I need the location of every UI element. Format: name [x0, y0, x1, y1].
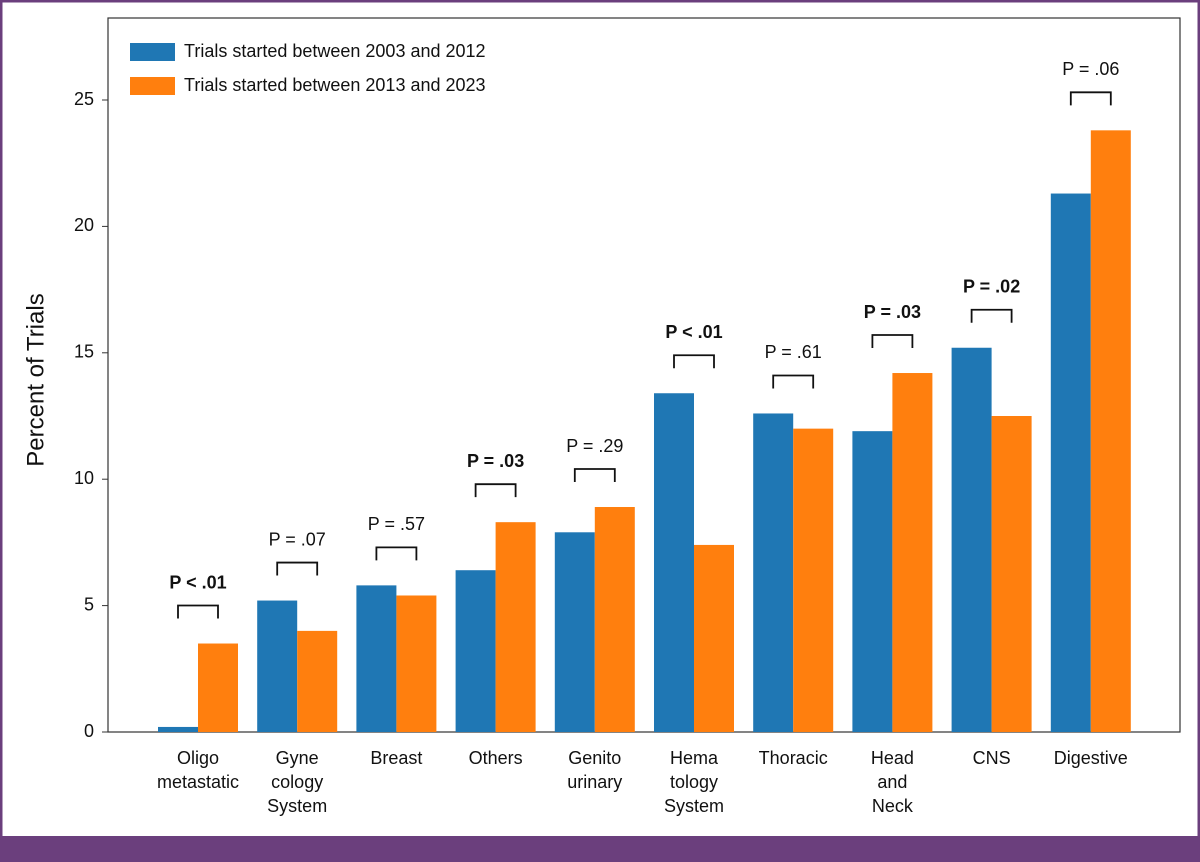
- y-axis-label: Percent of Trials: [22, 293, 49, 466]
- y-tick-label: 10: [74, 468, 94, 488]
- footer-band: [0, 836, 1200, 862]
- bar: [455, 570, 496, 732]
- x-tick-label: Genito urinary: [567, 748, 623, 792]
- legend-label: Trials started between 2013 and 2023: [184, 75, 486, 95]
- bar: [297, 630, 338, 732]
- p-value: P = .03: [467, 451, 524, 471]
- bar: [554, 532, 595, 732]
- p-value: P = .02: [963, 276, 1020, 296]
- p-value: P = .03: [864, 302, 921, 322]
- bracket: [573, 468, 616, 483]
- bar: [793, 428, 834, 732]
- legend-swatch: [130, 77, 175, 95]
- bar: [991, 416, 1032, 732]
- bracket: [474, 483, 517, 498]
- x-tick-label: Breast: [370, 748, 423, 768]
- x-tick-label: Head and Neck: [870, 748, 914, 816]
- bracket: [970, 308, 1013, 323]
- y-tick-label: 15: [74, 342, 94, 362]
- bar: [495, 522, 536, 732]
- x-tick-label: Oligo metastatic: [156, 748, 240, 792]
- p-value: P = .57: [368, 514, 425, 534]
- legend-swatch: [130, 43, 175, 61]
- bar: [158, 726, 198, 732]
- y-tick-label: 0: [84, 721, 94, 741]
- x-tick-label: CNS: [972, 748, 1011, 768]
- bar: [951, 347, 992, 732]
- p-value: P = .06: [1062, 59, 1119, 79]
- bracket: [673, 354, 715, 369]
- bar: [852, 431, 893, 732]
- y-tick-label: 25: [74, 89, 94, 109]
- p-value: P < .01: [665, 322, 722, 342]
- bracket: [1069, 91, 1112, 106]
- p-value: P < .01: [169, 572, 226, 592]
- bracket: [772, 374, 815, 389]
- bar: [396, 595, 437, 732]
- x-tick-label: Digestive: [1053, 748, 1128, 768]
- plot-frame: [107, 17, 1181, 733]
- bracket: [871, 334, 914, 349]
- y-tick-label: 20: [74, 215, 94, 235]
- bar: [654, 393, 694, 732]
- bar: [892, 373, 933, 732]
- bar: [753, 413, 794, 732]
- bar: [1090, 130, 1131, 732]
- bar: [694, 544, 734, 732]
- p-value: P = .61: [765, 342, 822, 362]
- x-tick-label: Thoracic: [758, 748, 828, 768]
- bar: [356, 585, 397, 732]
- bracket: [276, 561, 319, 576]
- bar: [1050, 193, 1091, 732]
- y-tick-label: 5: [84, 594, 94, 614]
- bracket: [177, 604, 219, 619]
- bar: [257, 600, 298, 732]
- legend-label: Trials started between 2003 and 2012: [184, 41, 486, 61]
- x-tick-label: Hema tology System: [663, 748, 724, 816]
- p-value: P = .07: [269, 529, 326, 549]
- bar: [198, 643, 238, 732]
- x-tick-label: Gyne cology System: [267, 748, 328, 816]
- p-value: P = .29: [566, 436, 623, 456]
- bar: [594, 507, 635, 732]
- x-tick-label: Others: [468, 748, 523, 768]
- bracket: [375, 546, 418, 561]
